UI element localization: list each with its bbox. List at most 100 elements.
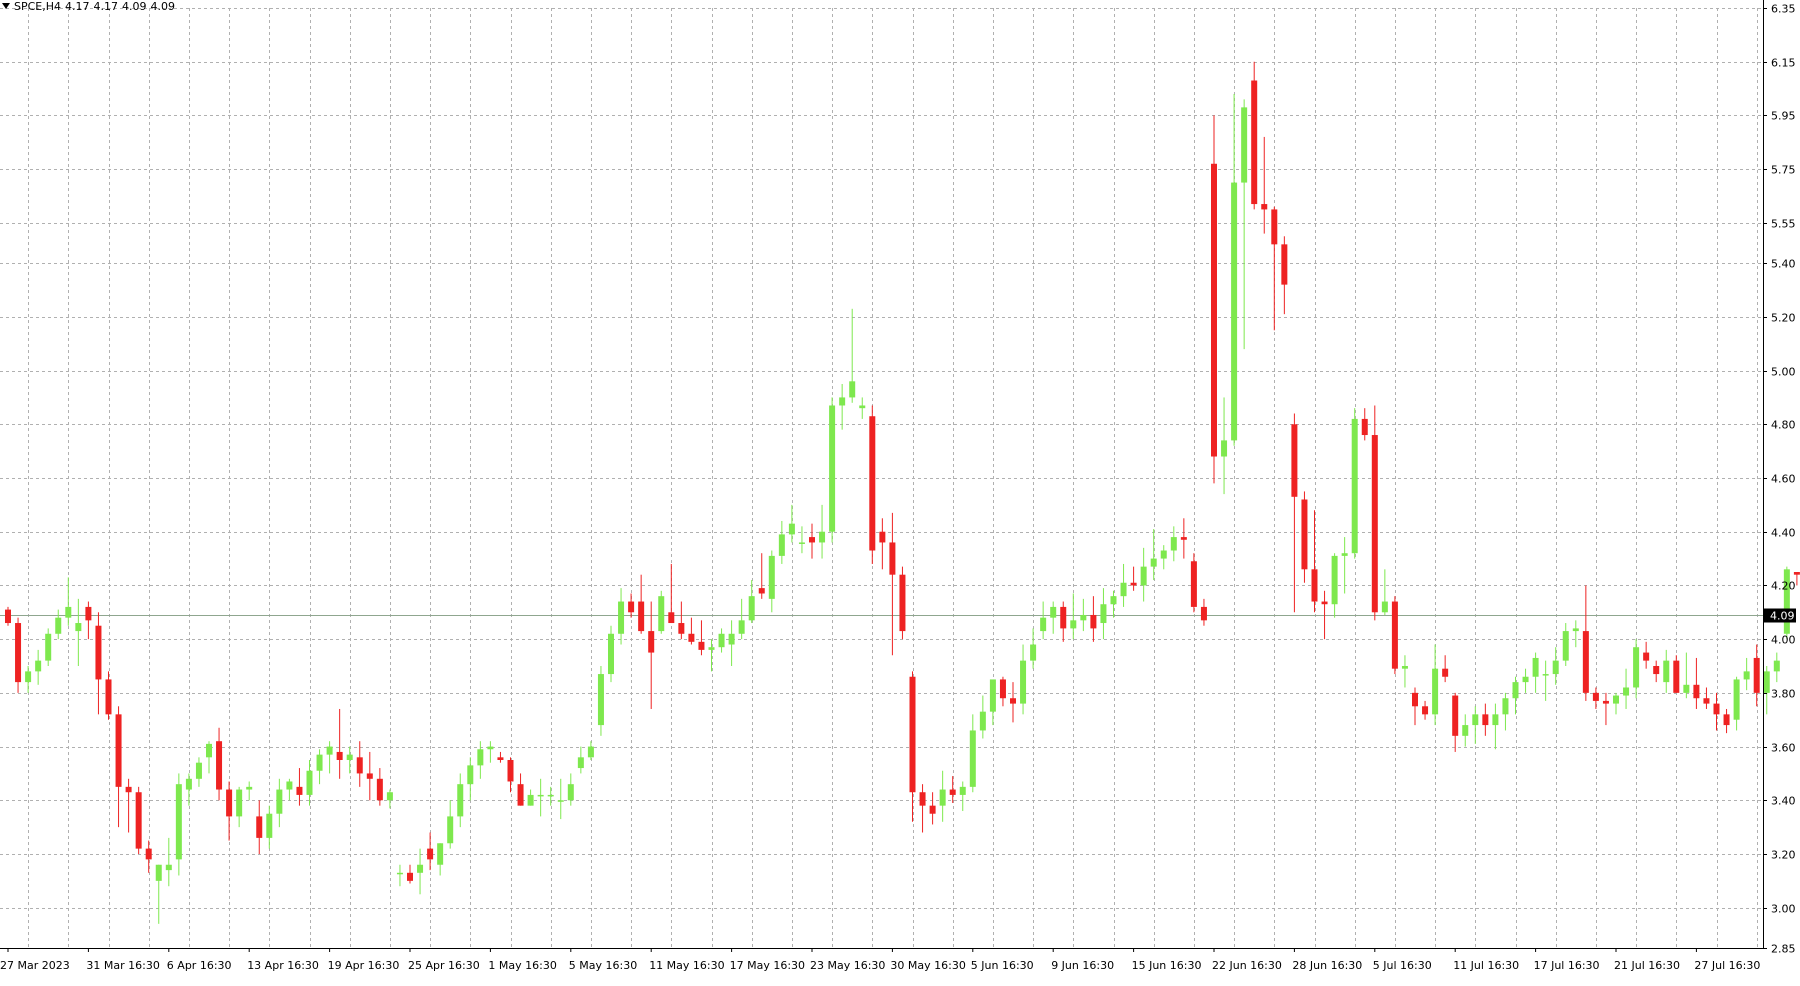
candle: [85, 601, 92, 640]
candle: [859, 397, 866, 419]
candle: [1331, 553, 1338, 618]
candle-body: [1130, 582, 1137, 586]
candle: [246, 781, 253, 801]
candle-body: [628, 601, 635, 613]
candle-body: [216, 741, 223, 790]
candle-body: [326, 746, 333, 755]
candle: [989, 679, 996, 726]
x-tick-label: 21 Jul 16:30: [1614, 959, 1680, 972]
candle: [487, 741, 494, 763]
candle-body: [276, 789, 283, 814]
candle: [316, 749, 323, 785]
candle: [497, 751, 504, 763]
x-tick-label: 15 Jun 16:30: [1132, 959, 1202, 972]
candle: [1251, 61, 1258, 210]
candle-body: [366, 773, 373, 779]
x-tick-label: 11 Jul 16:30: [1453, 959, 1519, 972]
candle-body: [989, 679, 996, 712]
candle-body: [688, 633, 695, 642]
candle: [1170, 526, 1177, 562]
candle: [376, 768, 383, 806]
candle-body: [718, 633, 725, 648]
candle-body: [185, 778, 192, 790]
candle: [296, 768, 303, 806]
candle: [356, 741, 363, 787]
candle: [195, 757, 202, 787]
candle: [447, 800, 454, 849]
collapse-triangle-icon[interactable]: [2, 3, 10, 9]
candle: [105, 671, 112, 720]
candle-body: [1472, 714, 1479, 726]
candle: [1150, 529, 1157, 581]
candle: [95, 612, 102, 715]
candle: [648, 601, 655, 709]
candle-body: [798, 542, 805, 544]
candle-body: [668, 612, 675, 624]
candle-body: [728, 633, 735, 645]
candle-body: [1110, 596, 1117, 605]
candle: [748, 580, 755, 624]
candle: [226, 781, 233, 841]
candle: [1522, 668, 1529, 693]
candle-body: [1090, 614, 1097, 629]
x-tick-label: 11 May 16:30: [649, 959, 724, 972]
x-tick-label: 30 May 16:30: [890, 959, 965, 972]
x-tick-label: 13 Apr 16:30: [247, 959, 319, 972]
candle-body: [356, 757, 363, 774]
candle: [959, 781, 966, 812]
candle: [1783, 566, 1790, 640]
candle: [1492, 703, 1499, 750]
candle-body: [889, 542, 896, 575]
x-tick-label: 17 Jul 16:30: [1534, 959, 1600, 972]
candle-body: [1140, 566, 1147, 586]
x-tick-label: 5 Jun 16:30: [971, 959, 1034, 972]
candle: [1010, 682, 1016, 723]
candle-body: [386, 792, 393, 801]
candle-body: [1301, 499, 1308, 570]
candle: [25, 666, 32, 693]
candle: [1281, 236, 1288, 315]
candle-body: [1502, 698, 1509, 715]
candle-body: [396, 872, 403, 875]
y-tick-label: 6.15: [1771, 57, 1796, 70]
x-tick-label: 27 Mar 2023: [0, 959, 70, 972]
candle-body: [165, 864, 172, 871]
candle-body: [708, 647, 715, 650]
candle: [809, 523, 815, 559]
candles: [5, 61, 1800, 924]
candle: [396, 864, 403, 887]
candle: [1211, 115, 1217, 484]
candle-body: [1200, 606, 1207, 621]
candle: [1643, 641, 1650, 669]
candle-body: [1120, 582, 1127, 597]
candle: [1221, 397, 1228, 495]
candle: [829, 397, 836, 543]
candle-body: [1442, 668, 1449, 677]
candle: [1602, 692, 1609, 726]
candle: [577, 746, 584, 774]
candle-body: [1331, 555, 1338, 605]
candle: [1703, 687, 1710, 709]
candle-body: [597, 674, 604, 726]
candle-body: [1532, 657, 1539, 677]
candle: [467, 757, 474, 801]
candle-body: [839, 397, 846, 406]
candle-body: [1381, 601, 1388, 613]
candle-body: [869, 416, 876, 551]
candle-body: [1582, 631, 1589, 693]
candle-body: [1522, 676, 1529, 683]
candle-body: [1150, 558, 1157, 567]
candle: [949, 776, 956, 803]
candle-body: [1703, 698, 1710, 704]
candle-body: [447, 816, 454, 844]
candle: [1673, 655, 1680, 693]
candle-body: [457, 784, 464, 817]
candle-body: [1030, 644, 1037, 661]
candle-body: [1010, 698, 1016, 704]
candle-body: [437, 843, 444, 865]
candle: [477, 741, 484, 779]
candle-body: [1422, 706, 1429, 715]
candle: [1623, 668, 1630, 709]
